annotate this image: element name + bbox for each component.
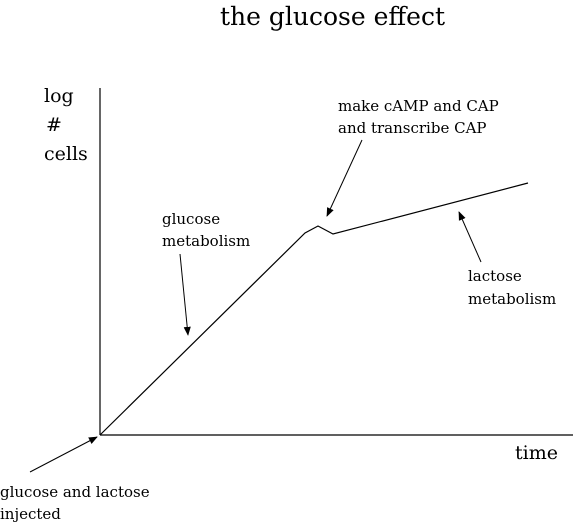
annotation-glucose-metabolism-line-2: metabolism [162,232,250,250]
annotation-camp-cap-line-2: and transcribe CAP [338,119,487,137]
growth-curve-line [99,182,529,436]
annotation-glucose-metabolism-line-1: glucose [162,210,220,228]
arrow-camp-cap [326,139,363,217]
y-axis-label-line-3: cells [44,143,88,165]
arrow-glucose-metabolism [179,253,191,336]
y-axis-label-line-1: log [44,85,74,107]
arrow-lactose-metabolism [458,211,482,263]
chart-title: the glucose effect [220,2,445,31]
annotation-lactose-metabolism-line-2: metabolism [468,290,556,308]
annotation-injected-line-1: glucose and lactose [0,483,150,501]
annotation-injected-line-2: injected [0,505,61,523]
y-axis-label-line-2: # [46,114,62,136]
annotation-lactose-metabolism-line-1: lactose [468,267,522,285]
x-axis-label: time [515,442,558,464]
annotation-camp-cap-line-1: make cAMP and CAP [338,97,499,115]
arrow-injected [29,436,98,473]
